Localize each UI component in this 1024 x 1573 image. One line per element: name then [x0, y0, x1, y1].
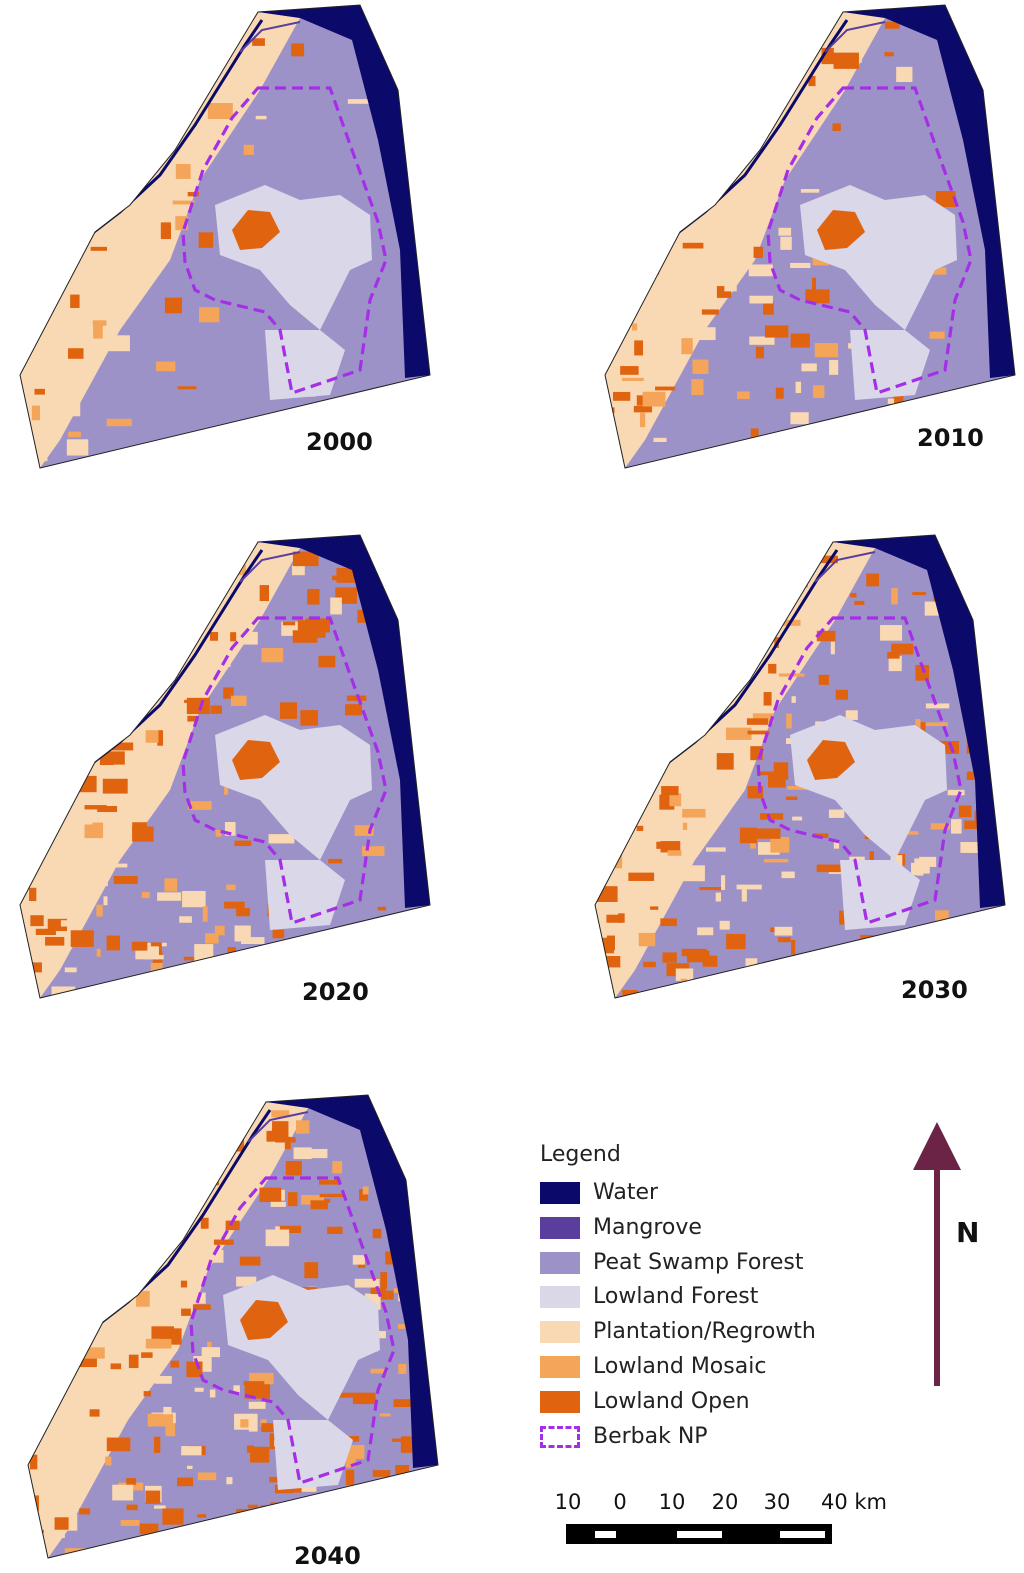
legend-item-peat-swamp-forest: Peat Swamp Forest	[528, 1249, 858, 1284]
map-year-label: 2000	[306, 428, 373, 456]
legend-item-plantation-regrowth: Plantation/Regrowth	[528, 1318, 858, 1353]
legend-label: Lowland Open	[593, 1388, 750, 1414]
legend: Legend Water Mangrove Peat Swamp Forest …	[528, 1142, 858, 1457]
map-panel-2030: 2030	[575, 530, 1024, 1010]
legend-label: Plantation/Regrowth	[593, 1319, 816, 1345]
map-panel-2010: 2010	[585, 0, 1024, 470]
map-year-label: 2020	[302, 978, 369, 1006]
legend-swatch	[540, 1286, 580, 1309]
legend-swatch-dashed	[540, 1425, 580, 1448]
map-year-label: 2010	[917, 424, 984, 452]
map-year-label: 2030	[901, 976, 968, 1004]
legend-item-lowland-mosaic: Lowland Mosaic	[528, 1353, 858, 1388]
land-cover-map-2020	[19, 534, 431, 999]
legend-swatch	[540, 1321, 580, 1344]
scale-bar-graphic	[566, 1524, 832, 1544]
map-panel-2020: 2020	[0, 530, 460, 1010]
scale-tick-label: 30	[763, 1490, 791, 1514]
legend-item-berbak-np: Berbak NP	[528, 1423, 858, 1458]
legend-label: Lowland Mosaic	[593, 1353, 767, 1379]
scale-tick-label: 10	[658, 1490, 686, 1514]
legend-swatch	[540, 1182, 580, 1204]
land-cover-map-2030	[594, 534, 1006, 999]
legend-swatch	[540, 1251, 580, 1274]
north-arrow-icon	[913, 1122, 961, 1386]
map-panel-2000: 2000	[0, 0, 460, 470]
scale-tick-label: 0	[613, 1490, 627, 1514]
map-panel-2040: 2040	[8, 1090, 468, 1573]
legend-title: Legend	[540, 1142, 621, 1167]
legend-swatch	[540, 1216, 580, 1239]
legend-item-mangrove: Mangrove	[528, 1214, 858, 1249]
scale-tick-label: 40 km	[820, 1490, 888, 1514]
land-cover-map-2010	[604, 4, 1016, 469]
land-cover-map-2000	[19, 4, 431, 469]
legend-label: Lowland Forest	[593, 1284, 759, 1310]
legend-item-lowland-open: Lowland Open	[528, 1388, 858, 1423]
legend-label: Water	[593, 1180, 659, 1205]
land-cover-map-2040	[27, 1094, 439, 1559]
legend-label: Mangrove	[593, 1214, 702, 1240]
legend-label: Peat Swamp Forest	[593, 1249, 804, 1275]
legend-item-lowland-forest: Lowland Forest	[528, 1283, 858, 1318]
map-year-label: 2040	[294, 1542, 361, 1570]
scale-tick-label: 10	[554, 1490, 582, 1514]
scale-tick-label: 20	[711, 1490, 739, 1514]
legend-label: Berbak NP	[593, 1423, 708, 1449]
legend-item-water: Water	[528, 1179, 858, 1214]
north-label: N	[956, 1216, 980, 1249]
legend-swatch	[540, 1390, 580, 1413]
legend-swatch	[540, 1355, 580, 1378]
scale-bar: 10 0 10 20 30 40 km	[548, 1490, 893, 1560]
